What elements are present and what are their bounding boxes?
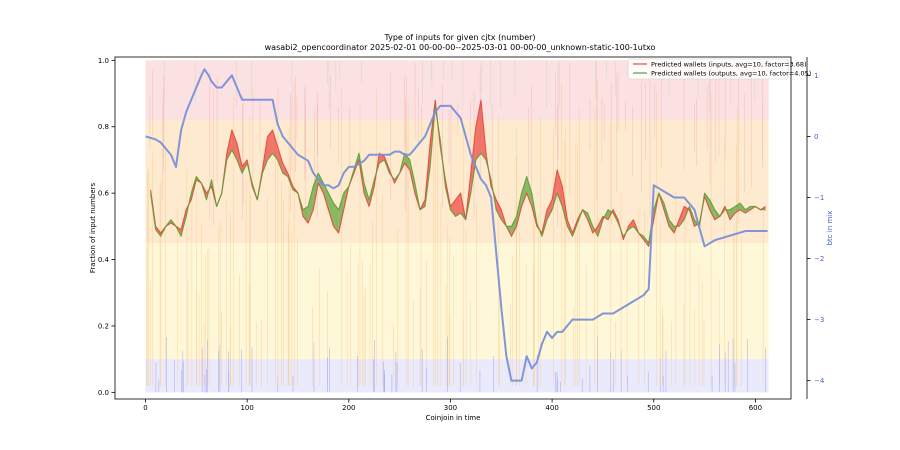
y-tick-label: 0.4 (98, 256, 110, 264)
y-tick-label: 0.8 (98, 123, 109, 131)
fill-segment (272, 130, 278, 160)
legend-entry-outputs: Predicted wallets (outputs, avg=10, fact… (651, 70, 811, 78)
fill-segment (730, 206, 736, 220)
y-tick-label: 0.0 (98, 389, 109, 397)
fill-segment (303, 206, 309, 224)
outputs-series-line (150, 106, 766, 244)
blue-band (145, 359, 769, 393)
fill-segment (709, 199, 715, 220)
y-tick-label: 1.0 (98, 57, 109, 65)
x-tick-label: 200 (342, 404, 355, 412)
x-axis-label: Coinjoin in time (426, 414, 481, 422)
y-ticks: 0.0 0.2 0.4 0.6 0.8 1.0 (98, 57, 115, 397)
plot-frame (114, 56, 792, 400)
x-tick-label: 100 (240, 404, 253, 412)
fill-segment (496, 199, 502, 220)
fill-segment (308, 186, 314, 224)
x-tick-label: 0 (143, 404, 147, 412)
y2-axis-label: btc in mix (826, 211, 834, 246)
fill-segment (333, 203, 339, 233)
fill-segment (511, 216, 517, 237)
series-lines (145, 68, 768, 382)
fill-segment (526, 176, 532, 207)
upper-orange-band (145, 120, 769, 243)
fill-segment (669, 219, 675, 233)
x-ticks: 0 100 200 300 400 500 600 (143, 399, 762, 412)
fill-segment (450, 199, 456, 217)
legend-box (627, 58, 789, 80)
y-axis-label: Fraction of input numbers (89, 182, 97, 273)
btc-in-mix-line (145, 68, 768, 382)
fill-segment (587, 213, 593, 233)
x-tick-label: 300 (444, 404, 457, 412)
x-tick-label: 500 (647, 404, 660, 412)
fill-segment (323, 183, 329, 210)
fill-segment (745, 206, 751, 214)
yellow-band (145, 242, 769, 360)
fill-segment (404, 153, 410, 170)
y2-ticks: −4 −3 −2 −1 0 1 (807, 72, 825, 385)
y2-tick-label: −4 (814, 377, 825, 385)
y-tick-label: 0.6 (98, 190, 110, 198)
inputs-series-line (150, 99, 766, 247)
x-tick-label: 400 (545, 404, 558, 412)
fill-segment (267, 130, 273, 160)
y2-tick-label: −2 (814, 255, 824, 263)
fill-segment (521, 176, 527, 207)
fill-segment (379, 153, 385, 164)
fill-segment (475, 100, 481, 160)
fill-segment (557, 169, 563, 207)
fill-segment (547, 199, 553, 220)
chart-title: Type of inputs for given cjtx (number) (383, 33, 535, 42)
fill-segment (277, 146, 283, 174)
legend-entry-inputs: Predicted wallets (inputs, avg=10, facto… (651, 61, 807, 69)
y-tick-label: 0.2 (98, 322, 109, 330)
y2-tick-label: −1 (814, 194, 824, 202)
fill-segment (338, 193, 344, 233)
chart-subtitle: wasabi2_opencoordinator 2025-02-01 00-00… (265, 43, 656, 52)
legend: Predicted wallets (inputs, avg=10, facto… (627, 58, 811, 80)
y2-tick-label: 0 (814, 133, 818, 141)
x-tick-label: 600 (749, 404, 762, 412)
y2-tick-label: 1 (814, 72, 818, 80)
fill-segment (231, 130, 237, 160)
fill-segment (694, 219, 700, 227)
y2-tick-label: −3 (814, 316, 824, 324)
